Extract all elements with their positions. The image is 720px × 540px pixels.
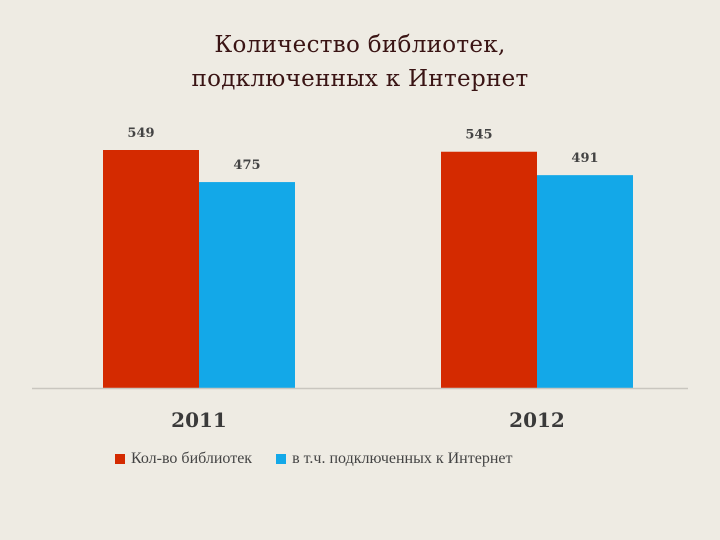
legend-swatch-total — [115, 454, 125, 464]
data-label-total-2011: 549 — [127, 126, 154, 141]
bar-chart: 549 475 2011 545 491 2012 — [32, 126, 688, 432]
bar-internet-2012 — [537, 175, 633, 388]
data-label-total-2012: 545 — [465, 128, 492, 143]
chart-title-line-1: Количество библиотек, — [214, 32, 506, 58]
legend-label-internet: в т.ч. подключенных к Интернет — [292, 450, 513, 467]
legend-swatch-internet — [276, 454, 287, 464]
data-label-internet-2012: 491 — [571, 151, 598, 166]
data-label-internet-2011: 475 — [233, 158, 260, 173]
legend-item-total: Кол-во библиотек — [115, 450, 252, 468]
chart-title-line-2: подключенных к Интернет — [191, 66, 529, 92]
bar-internet-2011 — [199, 182, 295, 388]
x-tick-label-2012: 2012 — [509, 408, 565, 432]
chart-legend: Кол-во библиотек в т.ч. подключенных к И… — [115, 450, 536, 468]
x-tick-label-2011: 2011 — [171, 408, 227, 432]
bar-total-2011 — [103, 150, 199, 388]
bar-total-2012 — [441, 151, 537, 388]
chart-title: Количество библиотек, подключенных к Инт… — [0, 28, 720, 96]
legend-item-internet: в т.ч. подключенных к Интернет — [276, 450, 512, 468]
legend-label-total: Кол-во библиотек — [131, 450, 253, 467]
